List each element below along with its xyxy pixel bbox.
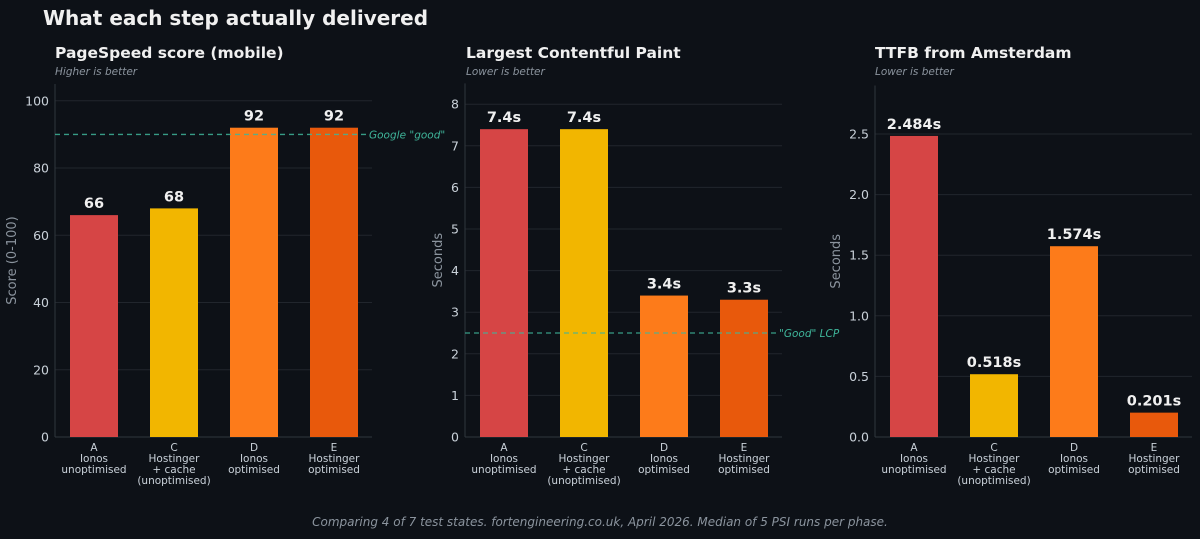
panel-subtitle-ttfb: Lower is better: [875, 66, 954, 78]
panel-title-lcp: Largest Contentful Paint: [466, 44, 681, 62]
bar-E: [310, 127, 358, 437]
y-tick-label: 0: [41, 430, 49, 445]
y-tick-label: 6: [451, 180, 459, 195]
panel-subtitle-pagespeed: Higher is better: [55, 66, 138, 78]
x-tick-label: E: [331, 442, 338, 454]
data-label: 3.4s: [647, 277, 681, 293]
x-tick-label: Ionos: [900, 453, 928, 465]
x-tick-label: E: [1151, 442, 1158, 454]
bar-D: [1050, 246, 1098, 437]
y-tick-label: 40: [33, 295, 49, 310]
data-label: 3.3s: [727, 281, 761, 297]
reference-line-label: "Good" LCP: [779, 328, 840, 340]
x-tick-label: (unoptimised): [547, 475, 620, 487]
panel-title-ttfb: TTFB from Amsterdam: [875, 44, 1072, 62]
x-tick-label: unoptimised: [471, 464, 536, 476]
data-label: 2.484s: [887, 117, 942, 133]
data-label: 1.574s: [1047, 227, 1102, 243]
bar-C: [150, 208, 198, 437]
x-tick-label: Ionos: [650, 453, 678, 465]
data-label: 7.4s: [567, 110, 601, 126]
x-tick-label: optimised: [638, 464, 690, 476]
x-tick-label: unoptimised: [61, 464, 126, 476]
y-tick-label: 60: [33, 228, 49, 243]
x-tick-label: C: [580, 442, 587, 454]
x-tick-label: Ionos: [1060, 453, 1088, 465]
y-axis-label: Score (0-100): [5, 216, 20, 304]
y-tick-label: 100: [25, 93, 49, 108]
y-axis-label: Seconds: [829, 234, 844, 289]
x-tick-label: Ionos: [240, 453, 268, 465]
x-tick-label: E: [741, 442, 748, 454]
bar-E: [720, 299, 768, 437]
x-tick-label: + cache: [152, 464, 195, 476]
bar-C: [560, 129, 608, 437]
y-tick-label: 8: [451, 97, 459, 112]
x-tick-label: D: [250, 442, 258, 454]
y-tick-label: 2.5: [849, 126, 869, 141]
x-tick-label: optimised: [1048, 464, 1100, 476]
y-tick-label: 0.5: [849, 369, 869, 384]
x-tick-label: Hostinger: [309, 453, 361, 465]
x-tick-label: D: [1070, 442, 1078, 454]
y-tick-label: 1.5: [849, 248, 869, 263]
y-tick-label: 1: [451, 388, 459, 403]
bar-D: [230, 127, 278, 437]
y-tick-label: 7: [451, 138, 459, 153]
bar-A: [890, 135, 938, 438]
x-tick-label: Ionos: [490, 453, 518, 465]
panel-title-pagespeed: PageSpeed score (mobile): [55, 44, 284, 62]
y-tick-label: 1.0: [849, 308, 869, 323]
x-tick-label: optimised: [308, 464, 360, 476]
x-tick-label: A: [910, 442, 918, 454]
x-tick-label: unoptimised: [881, 464, 946, 476]
x-tick-label: (unoptimised): [137, 475, 210, 487]
panel-subtitle-lcp: Lower is better: [466, 66, 545, 78]
figure-title: What each step actually delivered: [43, 6, 429, 30]
x-tick-label: Hostinger: [149, 453, 201, 465]
y-tick-label: 2: [451, 346, 459, 361]
bar-E: [1130, 412, 1178, 437]
x-tick-label: optimised: [228, 464, 280, 476]
data-label: 92: [324, 109, 344, 125]
y-tick-label: 4: [451, 263, 459, 278]
x-tick-label: Ionos: [80, 453, 108, 465]
x-tick-label: (unoptimised): [957, 475, 1030, 487]
y-tick-label: 0.0: [849, 430, 869, 445]
x-tick-label: C: [990, 442, 997, 454]
bar-A: [480, 129, 528, 437]
bar-D: [640, 295, 688, 437]
bar-C: [970, 374, 1018, 437]
x-tick-label: D: [660, 442, 668, 454]
data-label: 92: [244, 109, 264, 125]
x-tick-label: optimised: [1128, 464, 1180, 476]
data-label: 68: [164, 189, 184, 205]
y-tick-label: 3: [451, 305, 459, 320]
y-tick-label: 80: [33, 161, 49, 176]
bar-A: [70, 215, 118, 437]
x-tick-label: A: [500, 442, 508, 454]
data-label: 0.518s: [967, 355, 1022, 371]
x-tick-label: Hostinger: [559, 453, 611, 465]
y-tick-label: 0: [451, 430, 459, 445]
x-tick-label: A: [90, 442, 98, 454]
y-axis-label: Seconds: [431, 233, 446, 288]
y-tick-label: 20: [33, 362, 49, 377]
x-tick-label: Hostinger: [969, 453, 1021, 465]
x-tick-label: Hostinger: [719, 453, 771, 465]
x-tick-label: + cache: [562, 464, 605, 476]
x-tick-label: C: [170, 442, 177, 454]
data-label: 66: [84, 196, 104, 212]
footer-caption: Comparing 4 of 7 test states. fortengine…: [312, 515, 888, 529]
data-label: 0.201s: [1127, 394, 1182, 410]
reference-line-label: Google "good": [369, 129, 445, 141]
x-tick-label: optimised: [718, 464, 770, 476]
x-tick-label: + cache: [972, 464, 1015, 476]
data-label: 7.4s: [487, 110, 521, 126]
y-tick-label: 5: [451, 222, 459, 237]
y-tick-label: 2.0: [849, 187, 869, 202]
x-tick-label: Hostinger: [1129, 453, 1181, 465]
